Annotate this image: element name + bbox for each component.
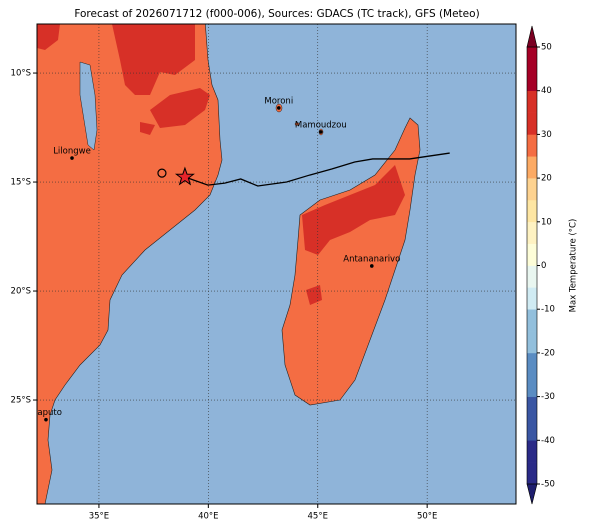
colorbar-over <box>526 25 538 48</box>
colorbar-bin <box>527 309 537 332</box>
colorbar-tick-label: 0 <box>541 261 546 271</box>
y-tick-label: 25°S <box>11 396 31 406</box>
city-label: Lilongwe <box>53 147 91 157</box>
colorbar-bin <box>527 331 537 354</box>
city-label: Moroni <box>264 96 293 106</box>
colorbar-tick-label: 20 <box>541 174 552 184</box>
colorbar-bin <box>527 396 537 419</box>
y-tick-label: 10°S <box>11 69 31 79</box>
colorbar-bin <box>527 156 537 179</box>
colorbar-tick-label: -20 <box>541 348 555 358</box>
y-tick-label: 15°S <box>11 178 31 188</box>
x-tick-label: 45°E <box>308 512 328 522</box>
colorbar-bin <box>527 178 537 201</box>
colorbar-bin <box>527 112 537 135</box>
colorbar-label: Max Temperature (°C) <box>569 219 579 313</box>
city-label: Antananarivo <box>343 254 400 264</box>
storm-track <box>184 152 450 187</box>
colorbar-bin <box>527 418 537 441</box>
colorbar-bin <box>527 352 537 376</box>
colorbar-under <box>526 483 538 505</box>
colorbar-tick-label: -50 <box>541 480 555 490</box>
lake-malawi <box>79 61 98 151</box>
colorbar-tick-label: -40 <box>541 436 555 446</box>
x-tick-label: 35°E <box>89 512 109 522</box>
hot-area <box>37 24 210 135</box>
city-marker <box>44 417 48 422</box>
city-marker <box>70 156 74 160</box>
colorbar-tick-label: -30 <box>541 392 555 402</box>
colorbar-bin <box>527 440 537 463</box>
map-frame <box>36 23 517 505</box>
colorbar-tick-label: 50 <box>541 43 552 53</box>
city-marker <box>319 130 323 134</box>
city-marker <box>276 106 281 110</box>
colorbar-bin <box>527 243 537 266</box>
city-marker <box>369 264 374 268</box>
map-overlay: Moroni Mamoudzou Lilongwe Antananarivo Maput… <box>30 24 516 504</box>
colorbar-bin <box>527 90 537 113</box>
x-tick-label: 50°E <box>417 512 437 522</box>
city-label: Mamoudzou <box>295 120 347 130</box>
colorbar-bin <box>527 462 537 485</box>
hot-area <box>302 165 405 305</box>
colorbar-bin <box>527 68 537 91</box>
colorbar-tick-label: 10 <box>541 217 552 227</box>
africa-land <box>37 24 223 504</box>
colorbar-tick-label: 40 <box>541 86 552 96</box>
storm-position <box>174 166 195 186</box>
city-label: Maputo <box>30 408 62 418</box>
island <box>294 122 300 126</box>
colorbar-bin <box>527 265 537 288</box>
colorbar-bin <box>527 47 537 70</box>
x-tick-label: 40°E <box>198 512 218 522</box>
track-start <box>157 168 167 178</box>
map-area: Moroni Mamoudzou Lilongwe Antananarivo Maput… <box>30 24 516 504</box>
colorbar-bin <box>527 134 537 157</box>
colorbar-bin <box>527 199 537 223</box>
colorbar-bin <box>527 221 537 244</box>
colorbar-bin <box>527 287 537 310</box>
title: Forecast of 2026071712 (f000-006), Sourc… <box>74 8 479 20</box>
axes: 35°E 40°E 45°E 50°E 10°S 15°S 20°S 25°S -50 -40 -3… <box>11 25 579 522</box>
colorbar-tick-label: 30 <box>541 130 552 140</box>
y-tick-label: 20°S <box>11 287 31 297</box>
colorbar-bin <box>527 374 537 397</box>
colorbar-tick-label: -10 <box>541 305 555 315</box>
